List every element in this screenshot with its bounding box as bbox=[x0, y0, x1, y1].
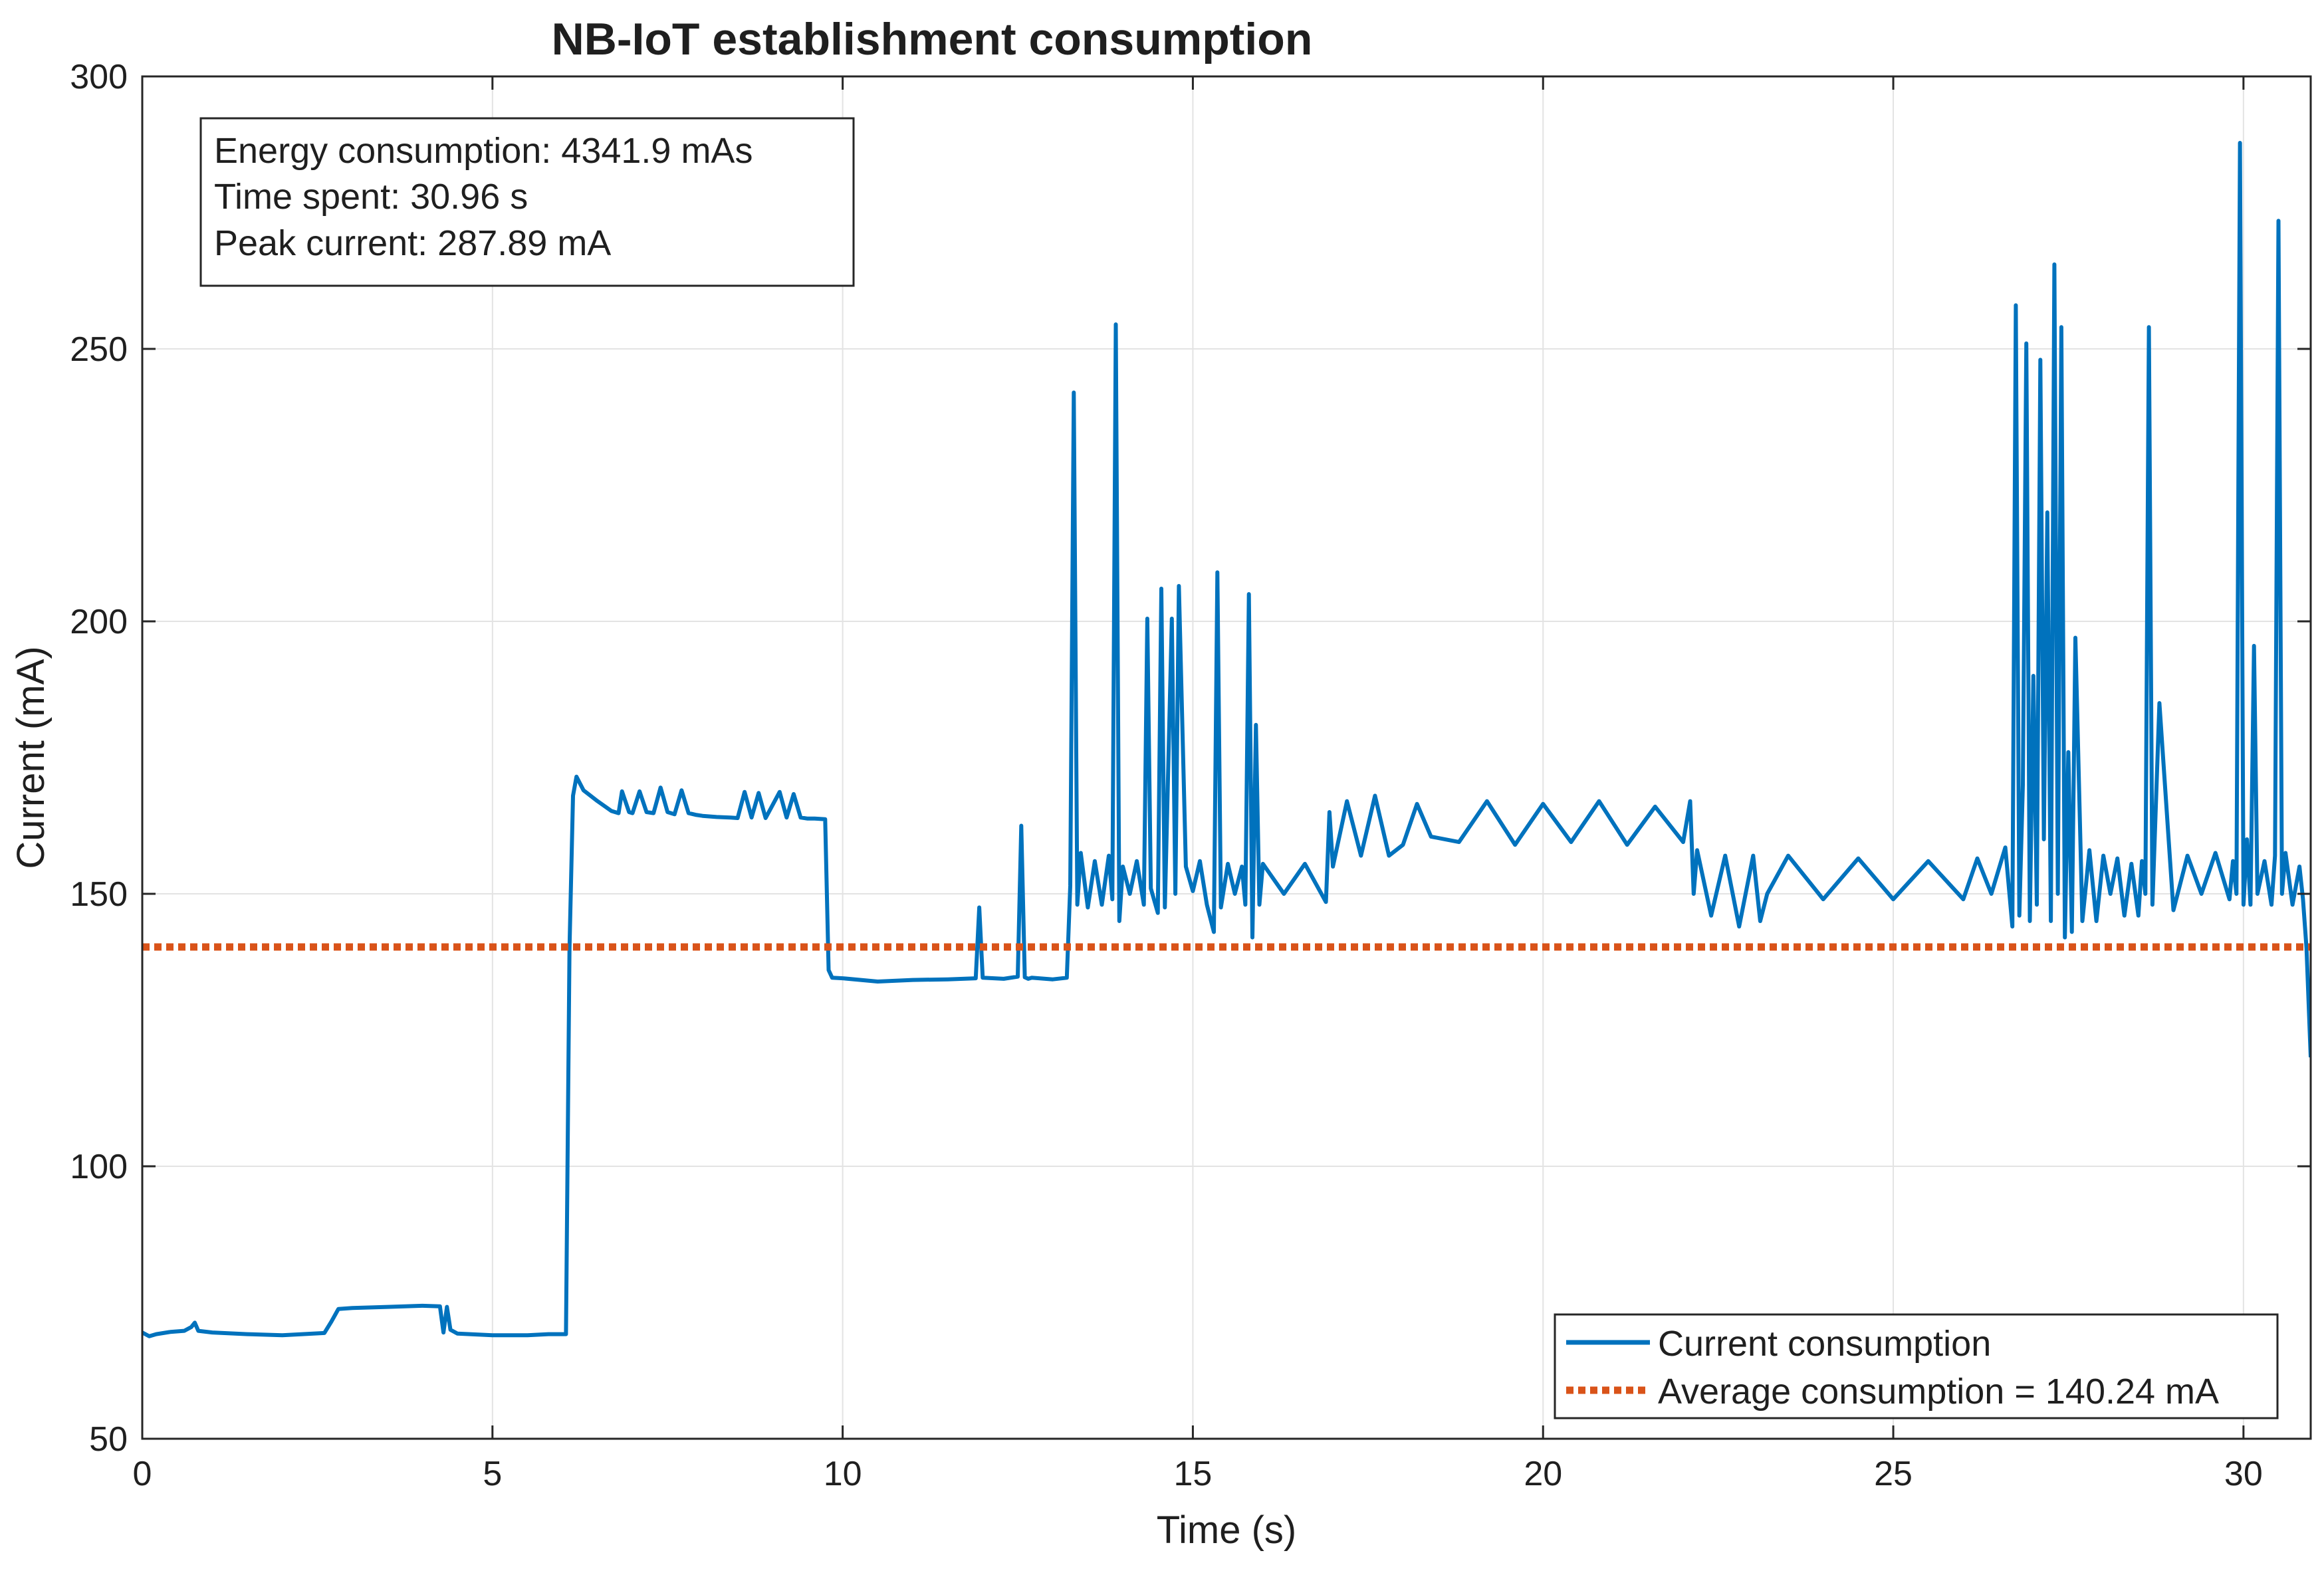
x-tick-label: 10 bbox=[824, 1455, 862, 1493]
y-ticks: 50 100 150 200 250 300 bbox=[70, 58, 2311, 1459]
y-tick-label: 150 bbox=[70, 875, 128, 914]
y-tick-label: 50 bbox=[89, 1420, 128, 1459]
y-tick-label: 300 bbox=[70, 58, 128, 96]
legend: Current consumption Average consumption … bbox=[1554, 1313, 2279, 1419]
legend-label-average: Average consumption = 140.24 mA bbox=[1658, 1372, 2219, 1412]
x-tick-label: 5 bbox=[483, 1455, 502, 1493]
y-axis-label: Current (mA) bbox=[9, 646, 53, 869]
x-tick-label: 25 bbox=[1874, 1455, 1913, 1493]
y-tick-label: 200 bbox=[70, 603, 128, 641]
y-tick-label: 100 bbox=[70, 1148, 128, 1186]
series-layer bbox=[142, 141, 2311, 1338]
info-box-frame bbox=[199, 117, 855, 287]
x-tick-label: 20 bbox=[1524, 1455, 1562, 1493]
legend-frame bbox=[1554, 1313, 2279, 1419]
y-tick-label: 250 bbox=[70, 330, 128, 369]
info-peak-current: Peak current: 287.89 mA bbox=[214, 223, 611, 263]
x-tick-label: 30 bbox=[2224, 1455, 2263, 1493]
info-time-spent: Time spent: 30.96 s bbox=[214, 177, 528, 217]
legend-label-current: Current consumption bbox=[1658, 1324, 1991, 1364]
x-tick-label: 15 bbox=[1174, 1455, 1213, 1493]
x-tick-label: 0 bbox=[133, 1455, 152, 1493]
series-line-current-consumption bbox=[142, 141, 2311, 1338]
x-axis-label: Time (s) bbox=[1157, 1509, 1296, 1552]
axes-box bbox=[141, 75, 2312, 1440]
x-ticks: 0 5 10 15 20 25 30 bbox=[133, 76, 2263, 1493]
chart-title: NB-IoT establishment consumption bbox=[552, 14, 1313, 64]
info-box: Energy consumption: 4341.9 mAs Time spen… bbox=[199, 117, 855, 287]
info-energy-consumption: Energy consumption: 4341.9 mAs bbox=[214, 131, 753, 171]
